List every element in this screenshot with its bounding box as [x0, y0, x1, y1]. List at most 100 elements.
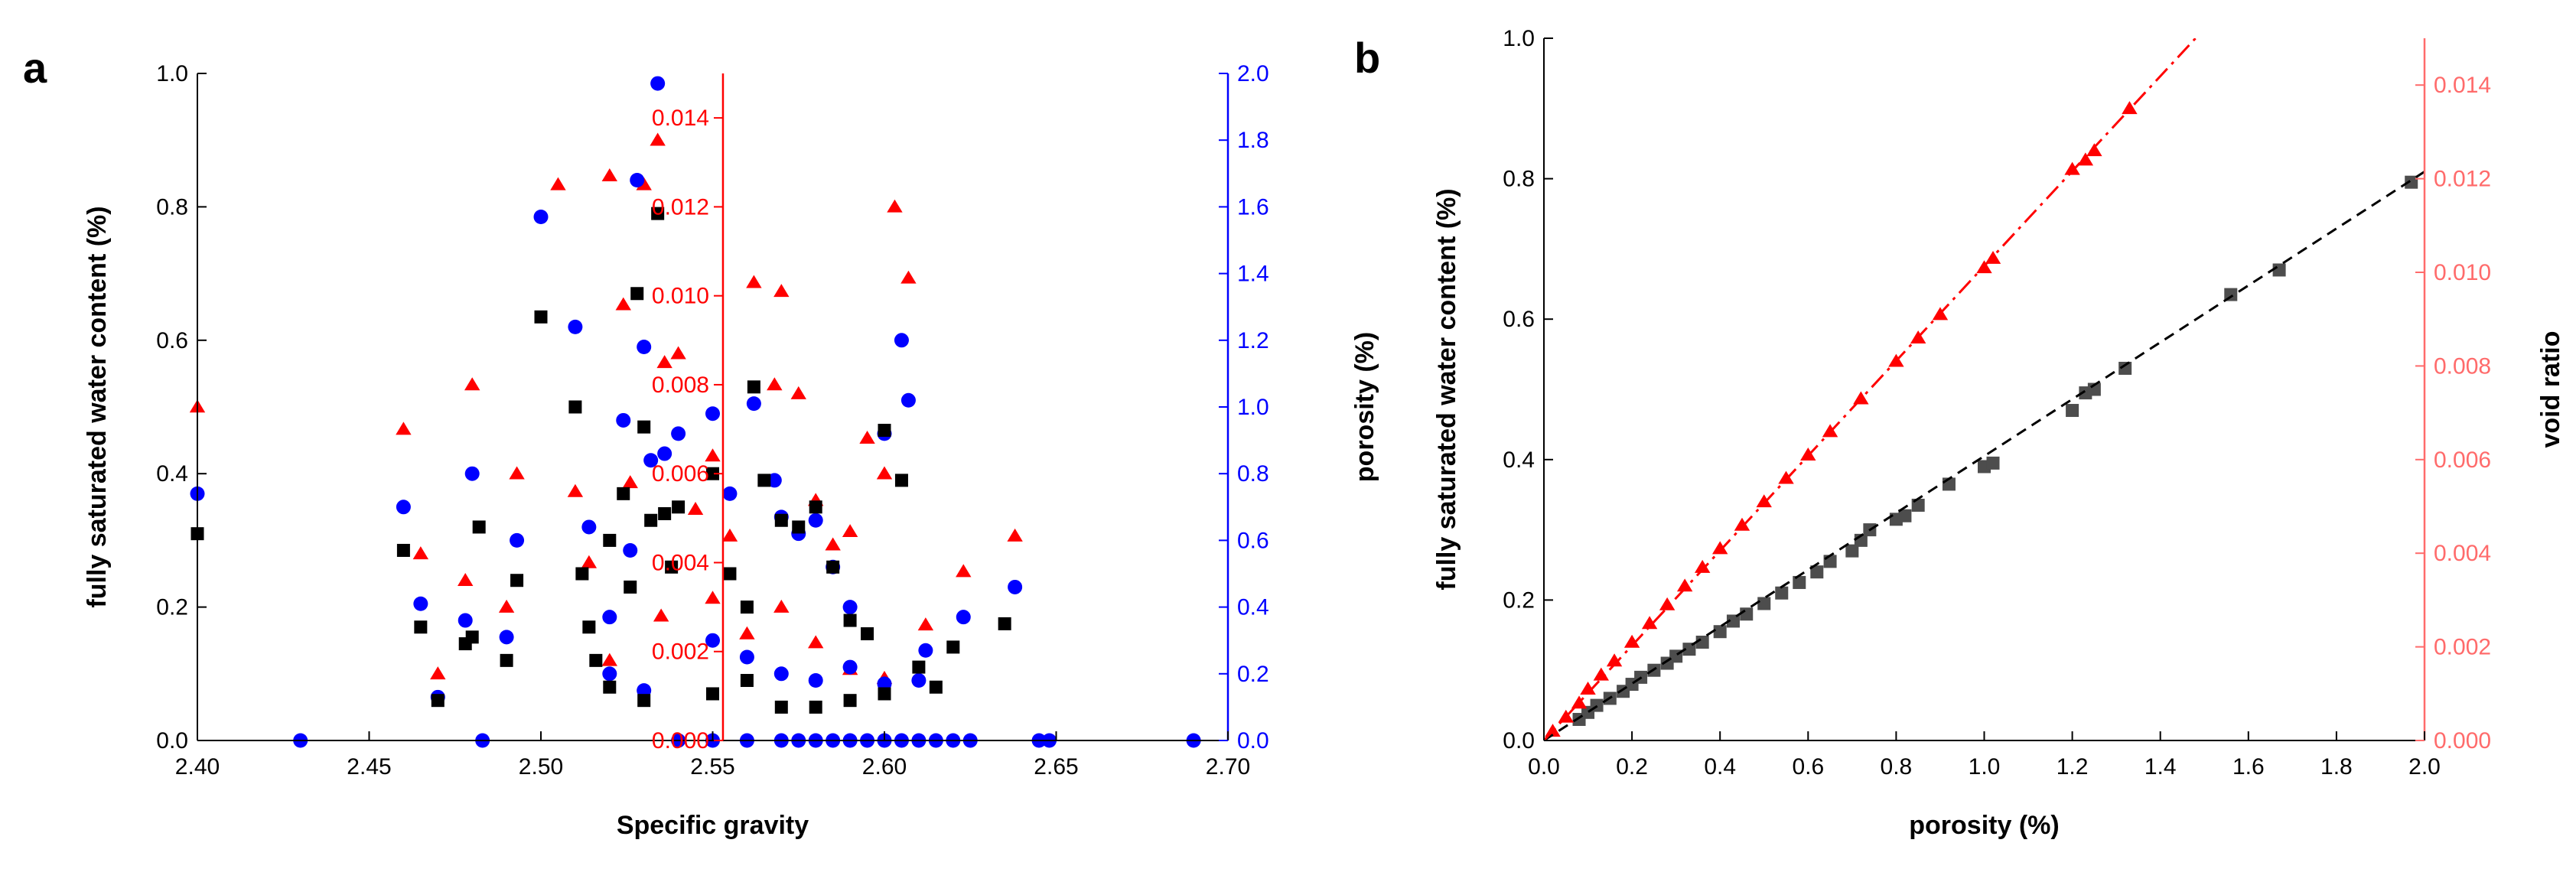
y-right-tick-label: 0.0	[1237, 728, 1269, 753]
y-inner-tick-label: 0.002	[652, 640, 709, 665]
data-point	[650, 132, 666, 146]
data-point	[499, 630, 514, 645]
data-point	[1778, 470, 1794, 484]
data-point	[773, 284, 790, 298]
data-point	[671, 426, 686, 441]
data-point	[739, 626, 755, 640]
data-point	[396, 500, 411, 515]
data-point	[630, 173, 645, 188]
data-point	[643, 453, 659, 468]
x-tick-label: 0.2	[1616, 754, 1648, 779]
y-left-tick-label: 0.0	[156, 728, 188, 753]
data-point	[575, 567, 589, 581]
data-point	[1756, 494, 1772, 508]
data-point	[918, 643, 933, 658]
x-tick-label: 0.4	[1704, 754, 1736, 779]
data-point	[747, 380, 760, 394]
y-right-tick-label: 0.012	[2434, 167, 2491, 192]
y-right-tick-label: 0.8	[1237, 461, 1269, 487]
data-point	[568, 400, 582, 414]
data-point	[1757, 597, 1771, 610]
data-point	[843, 694, 857, 708]
y-left-tick-label: 0.2	[156, 595, 188, 620]
x-tick-label: 1.8	[2320, 754, 2353, 779]
y-axis-left-title: fully saturated water content (%)	[1432, 188, 1461, 590]
data-point	[1986, 456, 2000, 470]
data-point	[1007, 528, 1023, 542]
data-point	[687, 502, 704, 515]
x-tick-label: 2.60	[862, 754, 907, 779]
y-right-tick-label: 1.2	[1237, 328, 1269, 353]
data-point	[603, 680, 617, 694]
data-point	[615, 297, 631, 311]
y-left-tick-label: 0.4	[156, 461, 188, 487]
data-point	[917, 617, 934, 631]
data-point	[533, 209, 549, 224]
data-point	[665, 560, 679, 574]
data-point	[1008, 579, 1023, 594]
data-point	[414, 620, 428, 634]
data-point	[773, 599, 790, 613]
data-point	[894, 333, 909, 348]
y-inner-tick-label: 0.004	[652, 550, 709, 575]
x-tick-label: 2.70	[1206, 754, 1250, 779]
x-tick-label: 2.55	[690, 754, 734, 779]
x-tick-label: 2.40	[175, 754, 220, 779]
data-point	[767, 377, 783, 391]
data-point	[1800, 447, 1816, 461]
y-right-tick-label: 1.6	[1237, 194, 1269, 220]
data-point	[705, 406, 720, 421]
data-point	[589, 653, 603, 667]
panel-label-b: b	[1354, 34, 1380, 82]
data-point	[842, 659, 858, 675]
data-point	[624, 580, 637, 594]
data-point	[808, 513, 823, 528]
data-point	[1712, 541, 1728, 555]
data-point	[774, 513, 788, 527]
x-tick-label: 0.6	[1792, 754, 1824, 779]
data-point	[1676, 578, 1693, 592]
data-point	[887, 199, 903, 213]
x-tick-label: 0.8	[1881, 754, 1913, 779]
data-point	[722, 486, 738, 501]
data-point	[601, 168, 617, 181]
data-point	[1580, 681, 1596, 695]
data-point	[1641, 616, 1658, 630]
data-point	[1571, 695, 1588, 709]
data-point	[601, 653, 617, 666]
x-tick-label: 1.2	[2057, 754, 2089, 779]
x-tick-label: 2.50	[519, 754, 563, 779]
data-point	[876, 466, 893, 480]
y-right-tick-label: 1.4	[1237, 262, 1269, 287]
y-inner-tick-label: 0.010	[652, 284, 709, 309]
data-point	[464, 377, 480, 391]
data-point	[1726, 614, 1740, 628]
data-point	[757, 474, 771, 487]
data-point	[2066, 404, 2079, 418]
y-left-tick-label: 0.8	[1503, 167, 1535, 192]
x-tick-label: 2.65	[1034, 754, 1078, 779]
data-point	[842, 524, 858, 538]
data-point	[894, 474, 908, 487]
data-point	[1775, 586, 1789, 600]
data-point	[672, 500, 686, 514]
data-point	[637, 694, 651, 708]
y-right-tick-label: 2.0	[1237, 61, 1269, 86]
data-point	[509, 466, 525, 480]
data-point	[705, 633, 720, 648]
data-point	[602, 666, 617, 682]
data-point	[1659, 597, 1676, 610]
data-point	[900, 392, 916, 408]
data-point	[956, 610, 971, 625]
data-point	[464, 466, 480, 481]
data-point	[458, 613, 473, 628]
data-point	[705, 448, 721, 462]
y-inner-tick-label: 0.008	[652, 373, 709, 398]
data-point	[630, 287, 644, 301]
data-point	[790, 386, 806, 399]
x-axis-title: porosity (%)	[1909, 811, 2059, 840]
data-point	[2086, 143, 2102, 157]
data-point	[2064, 161, 2080, 175]
y-right-tick-label: 1.8	[1237, 128, 1269, 153]
data-point	[498, 599, 515, 613]
